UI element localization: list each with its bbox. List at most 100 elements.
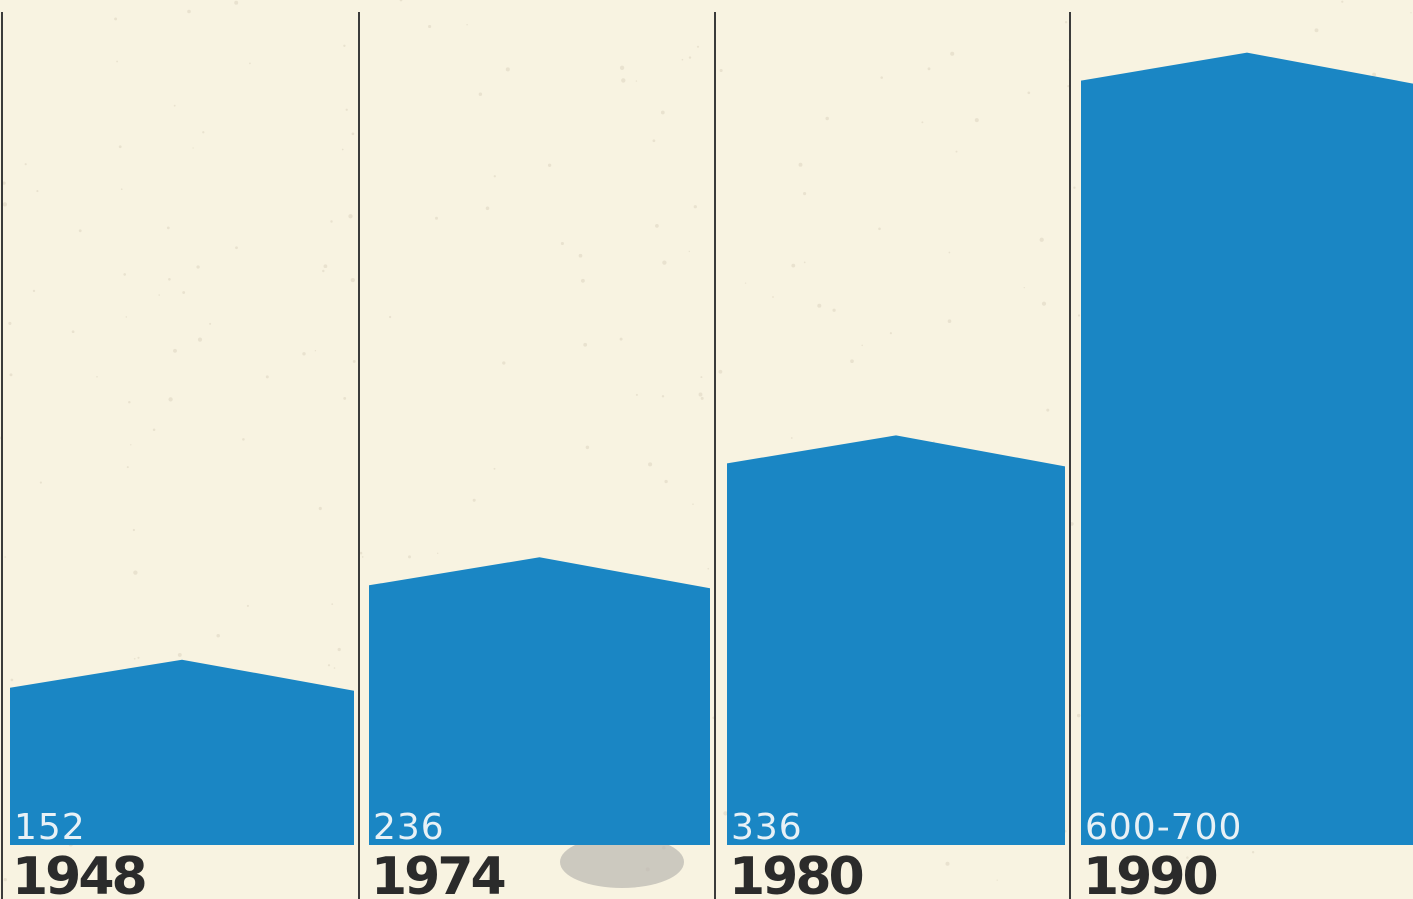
value-label-1974: 236 xyxy=(373,807,445,848)
paper-speck xyxy=(351,132,355,136)
paper-speck xyxy=(996,879,998,881)
paper-speck xyxy=(39,481,42,484)
year-label-1974: 1974 xyxy=(371,847,505,899)
paper-speck xyxy=(578,253,583,258)
paper-speck xyxy=(635,393,638,396)
paper-speck xyxy=(133,657,136,660)
paper-speck xyxy=(318,506,322,511)
paper-speck xyxy=(803,192,807,196)
paper-speck xyxy=(168,278,171,281)
value-label-1990: 600-700 xyxy=(1085,807,1242,848)
paper-speck xyxy=(242,438,245,441)
paper-speck xyxy=(1023,286,1025,289)
paper-speck xyxy=(560,241,564,246)
paper-speck xyxy=(359,551,363,555)
paper-speck xyxy=(133,570,138,575)
paper-speck xyxy=(137,656,140,659)
paper-speck xyxy=(177,652,182,657)
paper-speck xyxy=(700,376,703,379)
paper-speck xyxy=(337,647,341,652)
paper-speck xyxy=(1076,713,1081,718)
paper-speck xyxy=(168,397,173,402)
bar-1980 xyxy=(727,435,1065,845)
paper-speck xyxy=(437,552,439,554)
paper-speck xyxy=(681,58,684,61)
paper-speck xyxy=(71,330,75,334)
paper-speck xyxy=(126,466,129,469)
paper-speck xyxy=(10,678,14,682)
paper-speck xyxy=(472,498,476,502)
paper-speck xyxy=(435,216,438,220)
paper-speck xyxy=(132,528,136,532)
paper-speck xyxy=(621,78,626,83)
paper-speck xyxy=(24,163,27,166)
paper-speck xyxy=(173,348,177,353)
paper-speck xyxy=(688,56,692,59)
print-smudge xyxy=(560,836,684,888)
column-dividers xyxy=(1,12,1071,899)
paper-speck xyxy=(78,229,82,233)
paper-speck xyxy=(580,278,585,283)
paper-speck xyxy=(9,373,13,377)
paper-speck xyxy=(128,400,131,404)
paper-speck xyxy=(120,188,123,191)
paper-speck xyxy=(331,603,334,605)
paper-speck xyxy=(234,0,239,5)
paper-speck xyxy=(8,321,12,325)
paper-speck xyxy=(655,224,659,228)
paper-speck xyxy=(1039,237,1044,242)
paper-speck xyxy=(921,121,924,124)
paper-speck xyxy=(488,876,492,881)
paper-speck xyxy=(333,667,336,669)
paper-speck xyxy=(635,80,638,82)
paper-speck xyxy=(719,68,723,73)
paper-speck xyxy=(698,392,703,397)
paper-speck xyxy=(927,67,931,71)
paper-speck xyxy=(948,251,951,254)
paper-speck xyxy=(202,131,205,134)
paper-speck xyxy=(166,226,170,230)
year-label-1990: 1990 xyxy=(1083,847,1217,899)
paper-speck xyxy=(3,878,7,882)
paper-speck xyxy=(1410,12,1412,14)
paper-speck xyxy=(235,246,238,250)
paper-speck xyxy=(1372,72,1377,77)
paper-speck xyxy=(505,67,510,72)
paper-speck xyxy=(1186,856,1189,859)
paper-speck xyxy=(1041,301,1047,306)
paper-speck xyxy=(32,289,36,293)
paper-speck xyxy=(502,361,506,365)
paper-speck xyxy=(723,811,728,816)
paper-speck xyxy=(547,163,552,167)
paper-speck xyxy=(352,359,356,363)
bar-1948 xyxy=(10,659,354,845)
paper-speck xyxy=(1077,314,1081,317)
bar-1990 xyxy=(1081,52,1413,846)
paper-speck xyxy=(408,555,411,559)
paper-speck xyxy=(36,190,39,193)
paper-speck xyxy=(399,0,403,2)
paper-speck xyxy=(466,24,468,26)
paper-speck xyxy=(648,462,653,467)
paper-speck xyxy=(197,337,203,342)
paper-speck xyxy=(850,359,854,364)
paper-speck xyxy=(661,395,665,398)
paper-speck xyxy=(1067,84,1070,88)
paper-speck xyxy=(585,445,590,450)
paper-speck xyxy=(688,250,690,253)
paper-speck xyxy=(158,294,160,296)
paper-speck xyxy=(2,181,6,185)
paper-speck xyxy=(974,118,979,123)
paper-speck xyxy=(1046,408,1050,412)
value-label-1980: 336 xyxy=(731,807,803,848)
paper-speck xyxy=(583,342,588,347)
paper-speck xyxy=(152,428,156,432)
paper-speck xyxy=(1064,21,1068,24)
paper-speck xyxy=(493,467,496,470)
value-label-1948: 152 xyxy=(14,807,86,848)
paper-speck xyxy=(314,350,317,352)
paper-speck xyxy=(1073,186,1076,189)
paper-speck xyxy=(246,604,249,607)
